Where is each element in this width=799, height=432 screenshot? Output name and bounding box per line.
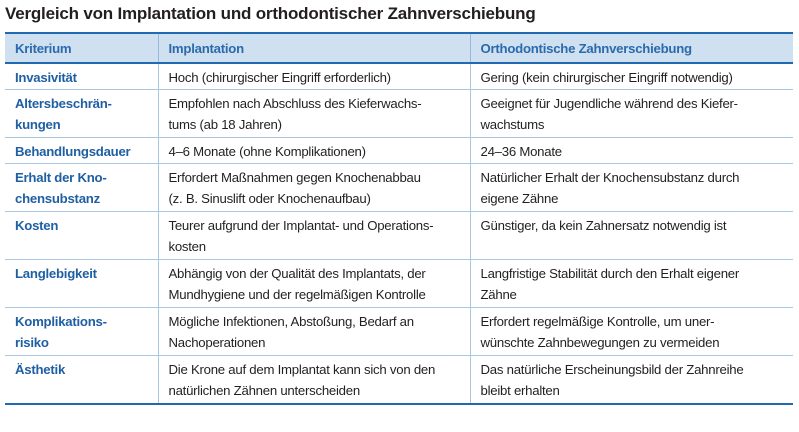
orthodontic-cell: Erfordert regelmäßige Kontrolle, um uner…	[469, 307, 793, 356]
table-row: Langlebigkeit Abhängig von der Qualität …	[5, 259, 793, 308]
criterion-label: Erhalt der Kno-chensubstanz	[15, 170, 107, 206]
orthodontic-value: 24–36 Monate	[480, 144, 563, 159]
table-row: Invasivität Hoch (chirurgischer Eingriff…	[5, 63, 793, 90]
criterion-cell: Langlebigkeit	[5, 259, 158, 308]
page-title: Vergleich von Implantation und orthodont…	[5, 4, 536, 23]
table-row: Altersbeschrän-kungen Empfohlen nach Abs…	[5, 89, 793, 138]
orthodontic-cell: Geeignet für Jugendliche während des Kie…	[469, 89, 793, 138]
column-header-criterion: Kriterium	[5, 32, 158, 64]
criterion-label: Altersbeschrän-kungen	[15, 96, 112, 132]
criterion-cell: Komplikations-risiko	[5, 307, 158, 356]
implantation-cell: Erfordert Maßnahmen gegen Knochenabbau (z…	[157, 163, 470, 212]
column-header-implantation: Implantation	[157, 32, 470, 64]
orthodontic-value: Natürlicher Erhalt der Knochensubstanz d…	[480, 170, 740, 206]
criterion-cell: Ästhetik	[5, 355, 158, 405]
table-row: Behandlungsdauer 4–6 Monate (ohne Kompli…	[5, 137, 793, 164]
implantation-cell: Mögliche Infektionen, Abstoßung, Bedarf …	[157, 307, 470, 356]
implantation-cell: Hoch (chirurgischer Eingriff erforderlic…	[157, 63, 470, 90]
table-row: Kosten Teurer aufgrund der Implantat- un…	[5, 211, 793, 260]
criterion-label: Kosten	[15, 218, 59, 233]
orthodontic-value: Das natürliche Erscheinungsbild der Zahn…	[480, 362, 744, 398]
implantation-value: Erfordert Maßnahmen gegen Knochenabbau (z…	[168, 170, 421, 206]
implantation-value: Mögliche Infektionen, Abstoßung, Bedarf …	[168, 314, 415, 350]
table-row: Komplikations-risiko Mögliche Infektione…	[5, 307, 793, 356]
orthodontic-value: Günstiger, da kein Zahnersatz notwendig …	[480, 218, 727, 233]
criterion-label: Langlebigkeit	[15, 266, 97, 281]
implantation-value: Teurer aufgrund der Implantat- und Opera…	[168, 218, 434, 254]
orthodontic-cell: 24–36 Monate	[469, 137, 793, 164]
orthodontic-cell: Günstiger, da kein Zahnersatz notwendig …	[469, 211, 793, 260]
implantation-cell: Teurer aufgrund der Implantat- und Opera…	[157, 211, 470, 260]
criterion-label: Behandlungsdauer	[15, 144, 131, 159]
criterion-cell: Erhalt der Kno-chensubstanz	[5, 163, 158, 212]
orthodontic-cell: Das natürliche Erscheinungsbild der Zahn…	[469, 355, 793, 405]
implantation-cell: Die Krone auf dem Implantat kann sich vo…	[157, 355, 470, 405]
table-row: Erhalt der Kno-chensubstanz Erfordert Ma…	[5, 163, 793, 212]
table-row: Ästhetik Die Krone auf dem Implantat kan…	[5, 355, 793, 405]
implantation-value: Empfohlen nach Abschluss des Kieferwachs…	[168, 96, 422, 132]
implantation-cell: Abhängig von der Qualität des Implantats…	[157, 259, 470, 308]
orthodontic-value: Gering (kein chirurgischer Eingriff notw…	[480, 70, 733, 85]
implantation-value: Die Krone auf dem Implantat kann sich vo…	[168, 362, 436, 398]
criterion-cell: Kosten	[5, 211, 158, 260]
orthodontic-value: Langfristige Stabilität durch den Erhalt…	[480, 266, 740, 302]
criterion-cell: Altersbeschrän-kungen	[5, 89, 158, 138]
implantation-value: 4–6 Monate (ohne Komplikationen)	[168, 144, 367, 159]
implantation-cell: 4–6 Monate (ohne Komplikationen)	[157, 137, 470, 164]
orthodontic-cell: Langfristige Stabilität durch den Erhalt…	[469, 259, 793, 308]
implantation-cell: Empfohlen nach Abschluss des Kieferwachs…	[157, 89, 470, 138]
implantation-value: Hoch (chirurgischer Eingriff erforderlic…	[168, 70, 392, 85]
orthodontic-cell: Gering (kein chirurgischer Eingriff notw…	[469, 63, 793, 90]
comparison-table: Kriterium Implantation Orthodontische Za…	[5, 32, 793, 405]
criterion-label: Invasivität	[15, 70, 77, 85]
criterion-cell: Behandlungsdauer	[5, 137, 158, 164]
column-header-orthodontic: Orthodontische Zahnverschiebung	[469, 32, 793, 64]
orthodontic-value: Geeignet für Jugendliche während des Kie…	[480, 96, 739, 132]
criterion-label: Ästhetik	[15, 362, 66, 377]
orthodontic-cell: Natürlicher Erhalt der Knochensubstanz d…	[469, 163, 793, 212]
implantation-value: Abhängig von der Qualität des Implantats…	[168, 266, 426, 302]
criterion-label: Komplikations-risiko	[15, 314, 107, 350]
table-header-row: Kriterium Implantation Orthodontische Za…	[5, 32, 793, 64]
criterion-cell: Invasivität	[5, 63, 158, 90]
orthodontic-value: Erfordert regelmäßige Kontrolle, um uner…	[480, 314, 720, 350]
